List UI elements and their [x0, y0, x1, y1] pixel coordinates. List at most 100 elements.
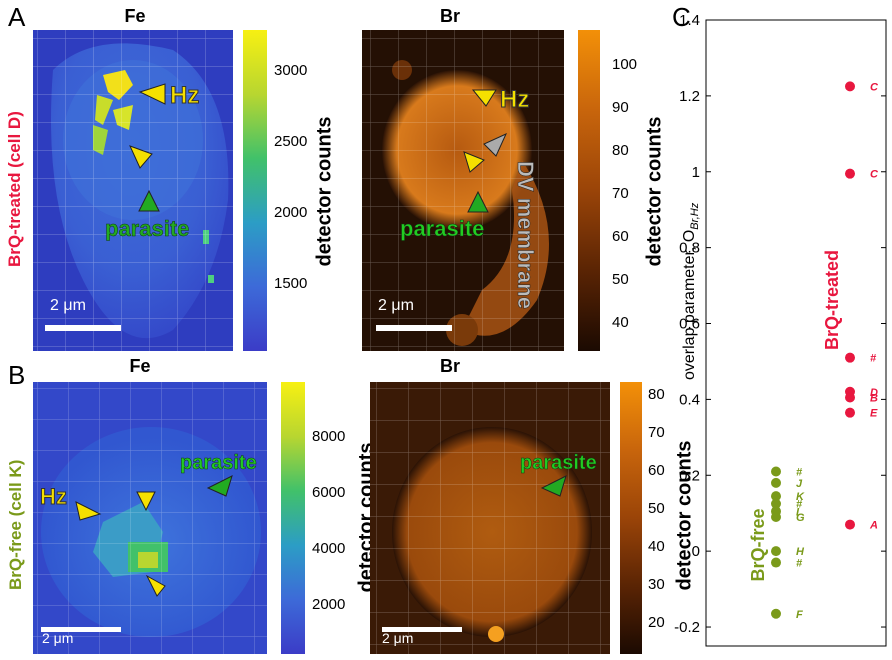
- colorbar-b-br: [620, 382, 642, 654]
- cb-tick: 100: [612, 56, 638, 73]
- y-tick-label: 1: [692, 164, 700, 181]
- scale-bar-label-a-fe: 2 μm: [50, 297, 86, 314]
- y-tick-label: 1.2: [679, 88, 700, 105]
- data-point: [845, 81, 855, 92]
- cb-tick: 70: [612, 185, 629, 202]
- scale-bar-label-a-br: 2 μm: [378, 297, 414, 314]
- cb-tick: 50: [612, 271, 629, 288]
- fe-map-free: [33, 382, 267, 654]
- br-map-free: [370, 382, 610, 654]
- parasite-label-a-fe: parasite: [105, 216, 190, 242]
- cb-tick: 2000: [312, 596, 346, 613]
- point-label: D: [870, 387, 878, 399]
- hz-arrow-icon: [75, 501, 102, 521]
- hz-label-a-fe: Hz: [169, 82, 200, 110]
- data-point: [845, 168, 855, 179]
- cb-tick: 4000: [312, 540, 346, 557]
- row-label-treated: BrQ-treated (cell D): [5, 111, 24, 267]
- series-label: BrQ-free: [748, 508, 768, 581]
- scale-bar-label-b-fe: 2 μm: [42, 630, 74, 646]
- data-point: [845, 407, 855, 418]
- dv-membrane-label: DV membrane: [513, 161, 539, 309]
- data-point: [771, 608, 781, 619]
- point-label: C: [870, 81, 879, 93]
- overlap-scatter-chart: -0.2 0 0.2 0.4 0.6 0.8 1 1.2 1.4 overlap paramete…: [674, 12, 887, 647]
- data-point: [845, 519, 855, 530]
- hz-arrow-icon: [145, 574, 166, 597]
- cb-tick: 60: [612, 228, 629, 245]
- data-point: [845, 392, 855, 403]
- parasite-label-b-br: parasite: [520, 452, 597, 475]
- cb-tick: 30: [648, 576, 665, 593]
- parasite-label-b-fe: parasite: [180, 452, 257, 475]
- data-point: [771, 491, 781, 502]
- data-point: [845, 352, 855, 363]
- cb-tick: 20: [648, 614, 665, 631]
- point-label: J: [796, 478, 803, 490]
- scale-bar-label-b-br: 2 μm: [382, 630, 414, 646]
- point-label: B: [870, 392, 878, 404]
- series-label: BrQ-treated: [822, 250, 842, 350]
- colorbar-label-a-fe: detector counts: [313, 116, 336, 267]
- data-point: [771, 512, 781, 523]
- cb-tick: 80: [612, 142, 629, 159]
- point-label: #: [796, 558, 803, 570]
- cb-tick: 40: [612, 314, 629, 331]
- panel-letter-a: A: [8, 2, 26, 32]
- hz-arrow-icon: [129, 145, 153, 169]
- cb-tick: 70: [648, 424, 665, 441]
- point-label: E: [870, 408, 878, 420]
- cb-tick: 1500: [274, 275, 308, 292]
- parasite-label-a-br: parasite: [400, 216, 485, 242]
- y-tick-label: 0.8: [679, 240, 700, 257]
- data-point: [771, 477, 781, 488]
- colorbar-a-fe: [243, 30, 267, 351]
- hz-label-b-fe: Hz: [40, 484, 68, 510]
- panel-a-fe-title: Fe: [124, 6, 146, 26]
- br-map-treated: [362, 30, 564, 351]
- hz-arrow-icon: [138, 83, 166, 105]
- cb-tick: 60: [648, 462, 665, 479]
- y-tick-label: 0: [692, 543, 700, 560]
- cb-tick: 2500: [274, 133, 308, 150]
- point-label: #: [796, 499, 803, 511]
- row-label-free: BrQ-free (cell K): [6, 459, 25, 590]
- point-label: #: [870, 353, 877, 365]
- cb-tick: 3000: [274, 62, 308, 79]
- panel-letter-c: C: [672, 2, 691, 32]
- y-tick-label: -0.2: [674, 619, 700, 636]
- cb-tick: 50: [648, 500, 665, 517]
- y-tick-label: 1.4: [679, 12, 700, 29]
- plot-frame: [705, 19, 887, 647]
- parasite-arrow-icon: [540, 475, 567, 497]
- cb-tick: 2000: [274, 204, 308, 221]
- y-tick-label: 0.4: [679, 391, 700, 408]
- parasite-arrow-icon: [138, 189, 160, 212]
- panel-b-fe-title: Fe: [129, 356, 151, 376]
- cb-tick: 40: [648, 538, 665, 555]
- parasite-arrow-icon: [467, 190, 489, 213]
- point-label: F: [796, 609, 803, 621]
- data-point: [771, 557, 781, 568]
- panel-b-br-title: Br: [439, 356, 460, 376]
- hz-arrow-icon: [471, 89, 497, 107]
- y-axis-label-subscript: Br,Hz: [689, 202, 701, 229]
- point-label: G: [796, 512, 805, 524]
- colorbar-a-br: [578, 30, 600, 351]
- y-axis-label: overlap parameter, OBr,Hz: [681, 202, 701, 380]
- point-label: I: [796, 506, 800, 518]
- point-label: C: [870, 169, 879, 181]
- point-label: K: [796, 491, 805, 503]
- point-label: A: [869, 520, 878, 532]
- panel-a-br-title: Br: [439, 6, 460, 26]
- cb-tick: 80: [648, 386, 665, 403]
- dv-arrow-icon: [483, 132, 508, 157]
- fe-map-treated: [33, 30, 233, 351]
- colorbar-b-fe: [281, 382, 305, 654]
- y-tick-label: 0.2: [679, 467, 700, 484]
- hz-arrow-icon: [136, 491, 156, 512]
- data-point: [771, 466, 781, 477]
- hz-arrow-icon: [463, 151, 485, 173]
- panel-letter-b: B: [8, 360, 26, 390]
- parasite-arrow-icon: [206, 475, 233, 497]
